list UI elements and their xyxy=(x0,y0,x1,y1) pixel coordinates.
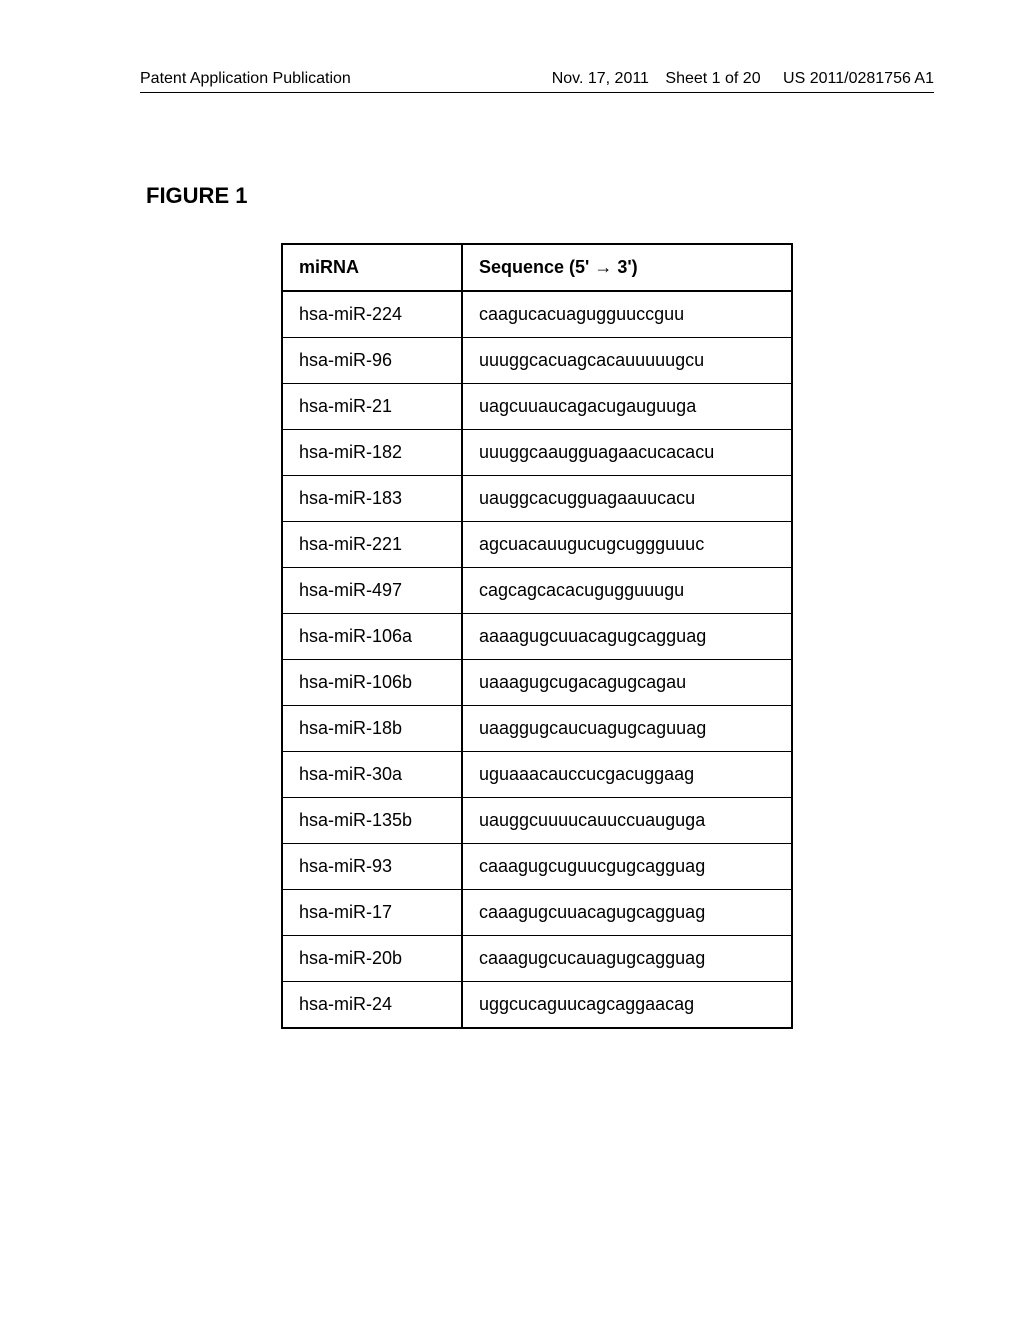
cell-mirna: hsa-miR-21 xyxy=(282,384,462,430)
sheet-number: Sheet 1 of 20 xyxy=(665,70,760,87)
cell-mirna: hsa-miR-17 xyxy=(282,890,462,936)
table-row: hsa-miR-497 cagcagcacacugugguuugu xyxy=(282,568,792,614)
cell-sequence: uagcuuaucagacugauguuga xyxy=(462,384,792,430)
table-row: hsa-miR-20b caaagugcucauagugcagguag xyxy=(282,936,792,982)
table-row: hsa-miR-24 uggcucaguucagcaggaacag xyxy=(282,982,792,1029)
cell-sequence: uuuggcacuagcacauuuuugcu xyxy=(462,338,792,384)
header-right-group: Nov. 17, 2011 Sheet 1 of 20 US 2011/0281… xyxy=(552,70,934,88)
table-row: hsa-miR-17 caaagugcuuacagugcagguag xyxy=(282,890,792,936)
cell-sequence: cagcagcacacugugguuugu xyxy=(462,568,792,614)
cell-sequence: uauggcacugguagaauucacu xyxy=(462,476,792,522)
cell-sequence: uaaggugcaucuagugcaguuag xyxy=(462,706,792,752)
table-row: hsa-miR-224 caagucacuagugguuccguu xyxy=(282,291,792,338)
table-row: hsa-miR-93 caaagugcuguucgugcagguag xyxy=(282,844,792,890)
cell-sequence: caaagugcuguucgugcagguag xyxy=(462,844,792,890)
cell-sequence: caaagugcucauagugcagguag xyxy=(462,936,792,982)
table-row: hsa-miR-18b uaaggugcaucuagugcaguuag xyxy=(282,706,792,752)
cell-sequence: uauggcuuuucauuccuauguga xyxy=(462,798,792,844)
table-row: hsa-miR-135b uauggcuuuucauuccuauguga xyxy=(282,798,792,844)
cell-mirna: hsa-miR-106b xyxy=(282,660,462,706)
publication-date: Nov. 17, 2011 xyxy=(552,70,649,87)
page-header: Patent Application Publication Nov. 17, … xyxy=(140,70,934,93)
cell-mirna: hsa-miR-24 xyxy=(282,982,462,1029)
cell-mirna: hsa-miR-96 xyxy=(282,338,462,384)
cell-mirna: hsa-miR-135b xyxy=(282,798,462,844)
cell-sequence: uggcucaguucagcaggaacag xyxy=(462,982,792,1029)
cell-mirna: hsa-miR-18b xyxy=(282,706,462,752)
cell-sequence: caaagugcuuacagugcagguag xyxy=(462,890,792,936)
document-number: US 2011/0281756 A1 xyxy=(783,70,934,87)
cell-sequence: uaaagugcugacagugcagau xyxy=(462,660,792,706)
cell-mirna: hsa-miR-30a xyxy=(282,752,462,798)
table-row: hsa-miR-221 agcuacauugucugcuggguuuc xyxy=(282,522,792,568)
table-row: hsa-miR-30a uguaaacauccucgacuggaag xyxy=(282,752,792,798)
table-row: hsa-miR-183 uauggcacugguagaauucacu xyxy=(282,476,792,522)
table-row: hsa-miR-106a aaaagugcuuacagugcagguag xyxy=(282,614,792,660)
cell-mirna: hsa-miR-20b xyxy=(282,936,462,982)
cell-mirna: hsa-miR-183 xyxy=(282,476,462,522)
figure-title: FIGURE 1 xyxy=(146,183,934,209)
cell-mirna: hsa-miR-182 xyxy=(282,430,462,476)
table-row: hsa-miR-96 uuuggcacuagcacauuuuugcu xyxy=(282,338,792,384)
cell-sequence: agcuacauugucugcuggguuuc xyxy=(462,522,792,568)
cell-mirna: hsa-miR-93 xyxy=(282,844,462,890)
table-wrapper: miRNA Sequence (5' → 3') hsa-miR-224 caa… xyxy=(140,243,934,1029)
cell-sequence: aaaagugcuuacagugcagguag xyxy=(462,614,792,660)
cell-mirna: hsa-miR-106a xyxy=(282,614,462,660)
publication-label: Patent Application Publication xyxy=(140,70,351,88)
table-header-row: miRNA Sequence (5' → 3') xyxy=(282,244,792,291)
table-row: hsa-miR-21 uagcuuaucagacugauguuga xyxy=(282,384,792,430)
cell-mirna: hsa-miR-224 xyxy=(282,291,462,338)
cell-mirna: hsa-miR-221 xyxy=(282,522,462,568)
cell-sequence: uuuggcaaugguagaacucacacu xyxy=(462,430,792,476)
column-header-sequence: Sequence (5' → 3') xyxy=(462,244,792,291)
table-row: hsa-miR-106b uaaagugcugacagugcagau xyxy=(282,660,792,706)
cell-sequence: uguaaacauccucgacuggaag xyxy=(462,752,792,798)
mirna-sequence-table: miRNA Sequence (5' → 3') hsa-miR-224 caa… xyxy=(281,243,793,1029)
cell-sequence: caagucacuagugguuccguu xyxy=(462,291,792,338)
table-row: hsa-miR-182 uuuggcaaugguagaacucacacu xyxy=(282,430,792,476)
column-header-mirna: miRNA xyxy=(282,244,462,291)
cell-mirna: hsa-miR-497 xyxy=(282,568,462,614)
page-container: Patent Application Publication Nov. 17, … xyxy=(0,0,1024,1079)
